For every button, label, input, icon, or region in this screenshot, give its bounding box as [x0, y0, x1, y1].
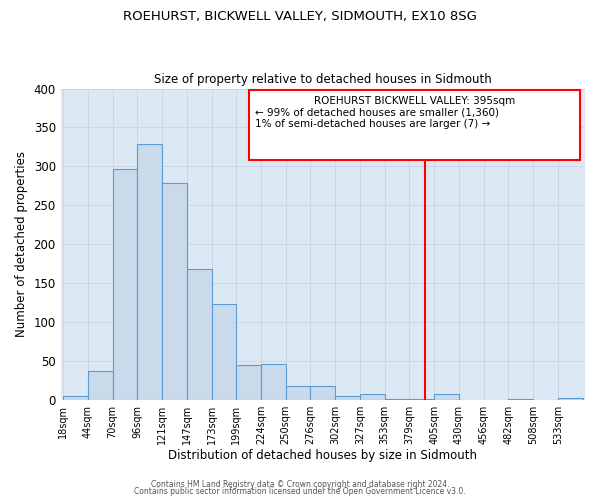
Bar	[137, 144, 162, 400]
Text: 1% of semi-detached houses are larger (7) →: 1% of semi-detached houses are larger (7…	[255, 119, 490, 129]
Title: Size of property relative to detached houses in Sidmouth: Size of property relative to detached ho…	[154, 73, 492, 86]
Text: Contains public sector information licensed under the Open Government Licence v3: Contains public sector information licen…	[134, 488, 466, 496]
Text: Contains HM Land Registry data © Crown copyright and database right 2024.: Contains HM Land Registry data © Crown c…	[151, 480, 449, 489]
FancyBboxPatch shape	[248, 90, 580, 160]
Text: ROEHURST BICKWELL VALLEY: 395sqm: ROEHURST BICKWELL VALLEY: 395sqm	[314, 96, 515, 106]
Bar	[187, 269, 212, 400]
Bar	[63, 396, 88, 400]
Text: ROEHURST, BICKWELL VALLEY, SIDMOUTH, EX10 8SG: ROEHURST, BICKWELL VALLEY, SIDMOUTH, EX1…	[123, 10, 477, 23]
Bar	[385, 399, 409, 400]
Text: ← 99% of detached houses are smaller (1,360): ← 99% of detached houses are smaller (1,…	[255, 107, 499, 117]
Bar	[236, 364, 261, 400]
Bar	[558, 398, 583, 400]
Bar	[335, 396, 360, 400]
Bar	[261, 364, 286, 400]
Bar	[286, 386, 310, 400]
Bar	[434, 394, 459, 400]
Bar	[88, 371, 113, 400]
Bar	[310, 386, 335, 400]
Bar	[212, 304, 236, 400]
Bar	[113, 168, 137, 400]
X-axis label: Distribution of detached houses by size in Sidmouth: Distribution of detached houses by size …	[169, 450, 478, 462]
Bar	[162, 184, 187, 400]
Bar	[360, 394, 385, 400]
Bar	[409, 399, 434, 400]
Y-axis label: Number of detached properties: Number of detached properties	[15, 151, 28, 337]
Bar	[508, 399, 533, 400]
